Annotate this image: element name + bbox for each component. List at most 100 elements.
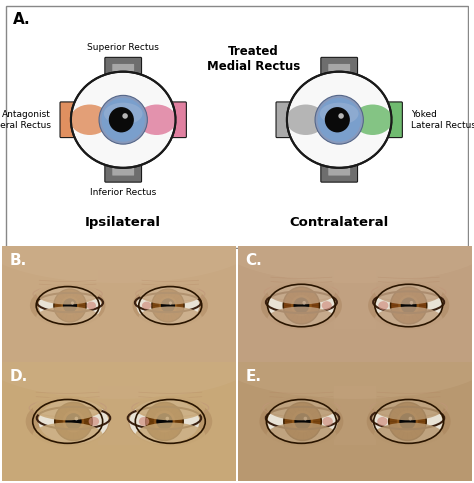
Circle shape: [292, 411, 313, 432]
Circle shape: [151, 288, 185, 323]
Ellipse shape: [104, 103, 143, 125]
Circle shape: [283, 402, 322, 441]
FancyBboxPatch shape: [376, 102, 402, 138]
Ellipse shape: [135, 396, 205, 420]
Ellipse shape: [0, 200, 259, 283]
Ellipse shape: [38, 286, 101, 325]
Circle shape: [161, 298, 175, 313]
Circle shape: [291, 295, 312, 316]
Circle shape: [71, 301, 74, 305]
Ellipse shape: [137, 286, 200, 325]
Ellipse shape: [133, 284, 208, 327]
Circle shape: [315, 95, 364, 144]
Ellipse shape: [0, 316, 259, 399]
Ellipse shape: [261, 282, 342, 329]
Circle shape: [65, 413, 82, 430]
Text: A.: A.: [13, 12, 31, 27]
Ellipse shape: [322, 301, 332, 310]
Bar: [98, 386, 140, 445]
Circle shape: [101, 98, 145, 142]
Text: Superior Rectus: Superior Rectus: [87, 43, 159, 52]
Text: Treated
Medial Rectus: Treated Medial Rectus: [207, 45, 300, 73]
Ellipse shape: [267, 284, 335, 327]
FancyBboxPatch shape: [165, 111, 181, 128]
Ellipse shape: [374, 423, 444, 447]
Ellipse shape: [139, 417, 149, 426]
Ellipse shape: [373, 399, 442, 444]
Circle shape: [397, 411, 418, 432]
Ellipse shape: [259, 397, 343, 446]
Text: Contralateral: Contralateral: [290, 216, 389, 229]
Circle shape: [61, 296, 79, 315]
Circle shape: [284, 403, 320, 440]
Ellipse shape: [375, 284, 442, 327]
Ellipse shape: [30, 284, 105, 327]
FancyBboxPatch shape: [328, 162, 350, 176]
Text: Yoked
Lateral Rectus: Yoked Lateral Rectus: [411, 110, 474, 130]
Ellipse shape: [266, 423, 337, 447]
Text: Antagonist
Lateral Rectus: Antagonist Lateral Rectus: [0, 110, 51, 130]
Ellipse shape: [267, 399, 337, 444]
Circle shape: [388, 402, 427, 441]
Ellipse shape: [33, 396, 103, 420]
Ellipse shape: [375, 281, 442, 304]
FancyBboxPatch shape: [105, 156, 142, 182]
Circle shape: [63, 298, 77, 313]
Text: Ipsilateral: Ipsilateral: [85, 216, 161, 229]
Circle shape: [99, 95, 147, 144]
Circle shape: [153, 290, 183, 321]
Ellipse shape: [377, 417, 388, 426]
FancyBboxPatch shape: [160, 102, 186, 138]
Circle shape: [401, 298, 417, 313]
Circle shape: [55, 290, 85, 321]
Circle shape: [318, 98, 361, 142]
Ellipse shape: [129, 399, 200, 444]
Ellipse shape: [36, 283, 99, 304]
FancyBboxPatch shape: [328, 64, 350, 77]
FancyBboxPatch shape: [276, 102, 302, 138]
Circle shape: [390, 403, 426, 440]
Circle shape: [392, 288, 426, 323]
Circle shape: [302, 301, 306, 304]
Ellipse shape: [367, 397, 451, 446]
Circle shape: [165, 417, 169, 420]
Circle shape: [338, 113, 344, 119]
FancyBboxPatch shape: [105, 57, 142, 84]
Circle shape: [293, 298, 310, 313]
Text: C.: C.: [246, 254, 262, 269]
Ellipse shape: [139, 307, 202, 328]
Ellipse shape: [368, 282, 449, 329]
Ellipse shape: [322, 417, 333, 426]
FancyBboxPatch shape: [321, 156, 357, 182]
Circle shape: [409, 417, 412, 420]
Text: D.: D.: [9, 369, 27, 384]
Ellipse shape: [353, 104, 392, 135]
Ellipse shape: [26, 397, 109, 446]
Ellipse shape: [70, 104, 109, 135]
Circle shape: [325, 107, 350, 132]
Ellipse shape: [89, 417, 99, 426]
Ellipse shape: [375, 307, 442, 330]
Circle shape: [284, 288, 319, 323]
Ellipse shape: [135, 423, 205, 447]
Bar: [98, 270, 140, 329]
Circle shape: [283, 286, 320, 325]
Ellipse shape: [71, 71, 175, 168]
Bar: [334, 386, 376, 445]
Circle shape: [122, 113, 128, 119]
Circle shape: [410, 301, 413, 304]
Circle shape: [399, 413, 416, 430]
Circle shape: [156, 413, 173, 430]
FancyBboxPatch shape: [281, 111, 297, 128]
Circle shape: [398, 295, 419, 316]
Ellipse shape: [215, 200, 474, 283]
Circle shape: [146, 403, 182, 440]
Ellipse shape: [137, 104, 176, 135]
Text: E.: E.: [246, 369, 262, 384]
Circle shape: [74, 417, 78, 420]
Ellipse shape: [320, 103, 358, 125]
FancyBboxPatch shape: [382, 111, 397, 128]
Ellipse shape: [128, 397, 212, 446]
Circle shape: [54, 402, 93, 441]
Ellipse shape: [266, 396, 337, 420]
